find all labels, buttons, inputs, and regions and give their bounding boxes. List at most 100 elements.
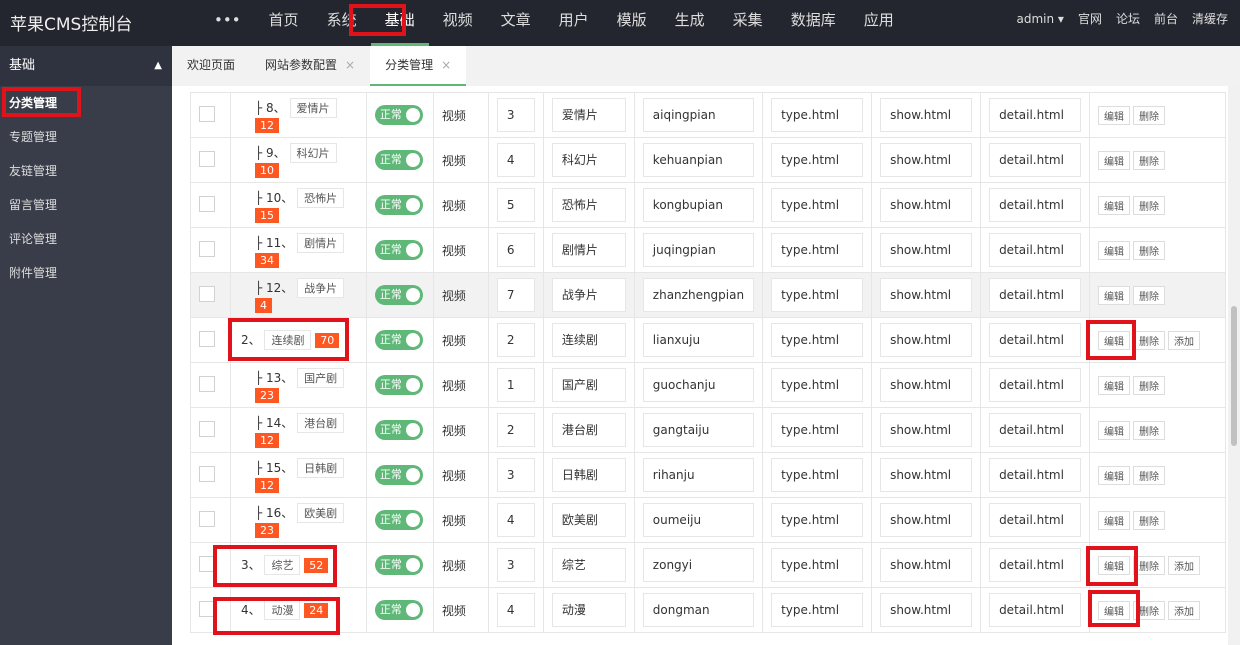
tpl-input[interactable]: type.html <box>771 458 864 492</box>
tab[interactable]: 网站参数配置 × <box>250 46 370 86</box>
en-input[interactable]: kehuanpian <box>642 143 755 177</box>
nav-item[interactable]: 数据库 <box>790 11 836 29</box>
row-checkbox[interactable] <box>199 285 215 302</box>
row-checkbox[interactable] <box>199 510 215 527</box>
name-input[interactable]: 日韩剧 <box>551 458 626 492</box>
name-input[interactable]: 港台剧 <box>551 413 626 447</box>
detail-input[interactable]: detail.html <box>989 143 1082 177</box>
row-checkbox[interactable] <box>199 555 215 572</box>
tab[interactable]: 分类管理 × <box>370 46 467 86</box>
en-input[interactable]: lianxuju <box>642 323 755 357</box>
detail-input[interactable]: detail.html <box>989 98 1082 132</box>
edit-button[interactable]: 编辑 <box>1098 600 1131 620</box>
add-button[interactable]: 添加 <box>1168 330 1201 350</box>
nav-item[interactable]: 基础 <box>370 0 429 46</box>
detail-input[interactable]: detail.html <box>989 368 1082 402</box>
delete-button[interactable]: 删除 <box>1133 510 1166 530</box>
show-input[interactable]: show.html <box>880 98 973 132</box>
tab[interactable]: 欢迎页面 <box>172 46 250 86</box>
status-toggle[interactable]: 正常 <box>374 600 423 620</box>
detail-input[interactable]: detail.html <box>989 278 1082 312</box>
name-input[interactable]: 国产剧 <box>551 368 626 402</box>
row-checkbox[interactable] <box>199 195 215 212</box>
show-input[interactable]: show.html <box>880 593 973 627</box>
status-toggle[interactable]: 正常 <box>374 510 423 530</box>
nav-item[interactable]: 采集 <box>732 11 763 29</box>
delete-button[interactable]: 删除 <box>1133 150 1166 170</box>
detail-input[interactable]: detail.html <box>989 233 1082 267</box>
status-toggle[interactable]: 正常 <box>374 240 423 260</box>
edit-button[interactable]: 编辑 <box>1098 105 1131 125</box>
tpl-input[interactable]: type.html <box>771 143 864 177</box>
delete-button[interactable]: 删除 <box>1133 420 1166 440</box>
nav-item[interactable]: 系统 <box>326 11 357 29</box>
tpl-input[interactable]: type.html <box>771 413 864 447</box>
add-button[interactable]: 添加 <box>1168 600 1201 620</box>
sort-input[interactable]: 5 <box>496 188 535 222</box>
name-input[interactable]: 战争片 <box>551 278 626 312</box>
row-checkbox[interactable] <box>199 420 215 437</box>
en-input[interactable]: zhanzhengpian <box>642 278 755 312</box>
detail-input[interactable]: detail.html <box>989 548 1082 582</box>
en-input[interactable]: rihanju <box>642 458 755 492</box>
status-toggle[interactable]: 正常 <box>374 150 423 170</box>
nav-item[interactable]: 视频 <box>442 11 473 29</box>
nav-item[interactable]: 文章 <box>500 11 531 29</box>
delete-button[interactable]: 删除 <box>1133 600 1166 620</box>
name-input[interactable]: 爱情片 <box>551 98 626 132</box>
scrollbar-thumb[interactable] <box>1231 306 1237 446</box>
row-checkbox[interactable] <box>199 600 215 617</box>
delete-button[interactable]: 删除 <box>1133 375 1166 395</box>
edit-button[interactable]: 编辑 <box>1098 240 1131 260</box>
tpl-input[interactable]: type.html <box>771 188 864 222</box>
nav-item[interactable]: 生成 <box>674 11 705 29</box>
edit-button[interactable]: 编辑 <box>1098 555 1131 575</box>
nav-item[interactable]: 用户 <box>558 11 589 29</box>
en-input[interactable]: aiqingpian <box>642 98 755 132</box>
tpl-input[interactable]: type.html <box>771 233 864 267</box>
nav-more-icon[interactable]: ••• <box>214 11 241 29</box>
row-checkbox[interactable] <box>199 375 215 392</box>
name-input[interactable]: 连续剧 <box>551 323 626 357</box>
sort-input[interactable]: 6 <box>496 233 535 267</box>
delete-button[interactable]: 删除 <box>1133 555 1166 575</box>
row-checkbox[interactable] <box>199 105 215 122</box>
sort-input[interactable]: 3 <box>496 548 535 582</box>
show-input[interactable]: show.html <box>880 458 973 492</box>
en-input[interactable]: kongbupian <box>642 188 755 222</box>
detail-input[interactable]: detail.html <box>989 503 1082 537</box>
status-toggle[interactable]: 正常 <box>374 420 423 440</box>
detail-input[interactable]: detail.html <box>989 458 1082 492</box>
en-input[interactable]: gangtaiju <box>642 413 755 447</box>
delete-button[interactable]: 删除 <box>1133 330 1166 350</box>
detail-input[interactable]: detail.html <box>989 413 1082 447</box>
detail-input[interactable]: detail.html <box>989 593 1082 627</box>
delete-button[interactable]: 删除 <box>1133 465 1166 485</box>
sidebar-item[interactable]: 附件管理 <box>9 266 58 280</box>
edit-button[interactable]: 编辑 <box>1098 150 1131 170</box>
tpl-input[interactable]: type.html <box>771 98 864 132</box>
edit-button[interactable]: 编辑 <box>1098 285 1131 305</box>
nav-item[interactable]: 模版 <box>616 11 647 29</box>
user-menu[interactable]: admin ▾ <box>1016 12 1064 26</box>
status-toggle[interactable]: 正常 <box>374 330 423 350</box>
top-link[interactable]: 官网 <box>1077 12 1102 26</box>
en-input[interactable]: juqingpian <box>642 233 755 267</box>
tpl-input[interactable]: type.html <box>771 503 864 537</box>
edit-button[interactable]: 编辑 <box>1098 465 1131 485</box>
edit-button[interactable]: 编辑 <box>1098 195 1131 215</box>
status-toggle[interactable]: 正常 <box>374 555 423 575</box>
status-toggle[interactable]: 正常 <box>374 375 423 395</box>
top-link[interactable]: 前台 <box>1153 12 1178 26</box>
status-toggle[interactable]: 正常 <box>374 465 423 485</box>
sidebar-item[interactable]: 友链管理 <box>9 164 58 178</box>
show-input[interactable]: show.html <box>880 278 973 312</box>
tpl-input[interactable]: type.html <box>771 593 864 627</box>
scrollbar[interactable] <box>1228 86 1240 645</box>
edit-button[interactable]: 编辑 <box>1098 375 1131 395</box>
show-input[interactable]: show.html <box>880 323 973 357</box>
sort-input[interactable]: 4 <box>496 503 535 537</box>
en-input[interactable]: guochanju <box>642 368 755 402</box>
sort-input[interactable]: 1 <box>496 368 535 402</box>
status-toggle[interactable]: 正常 <box>374 195 423 215</box>
